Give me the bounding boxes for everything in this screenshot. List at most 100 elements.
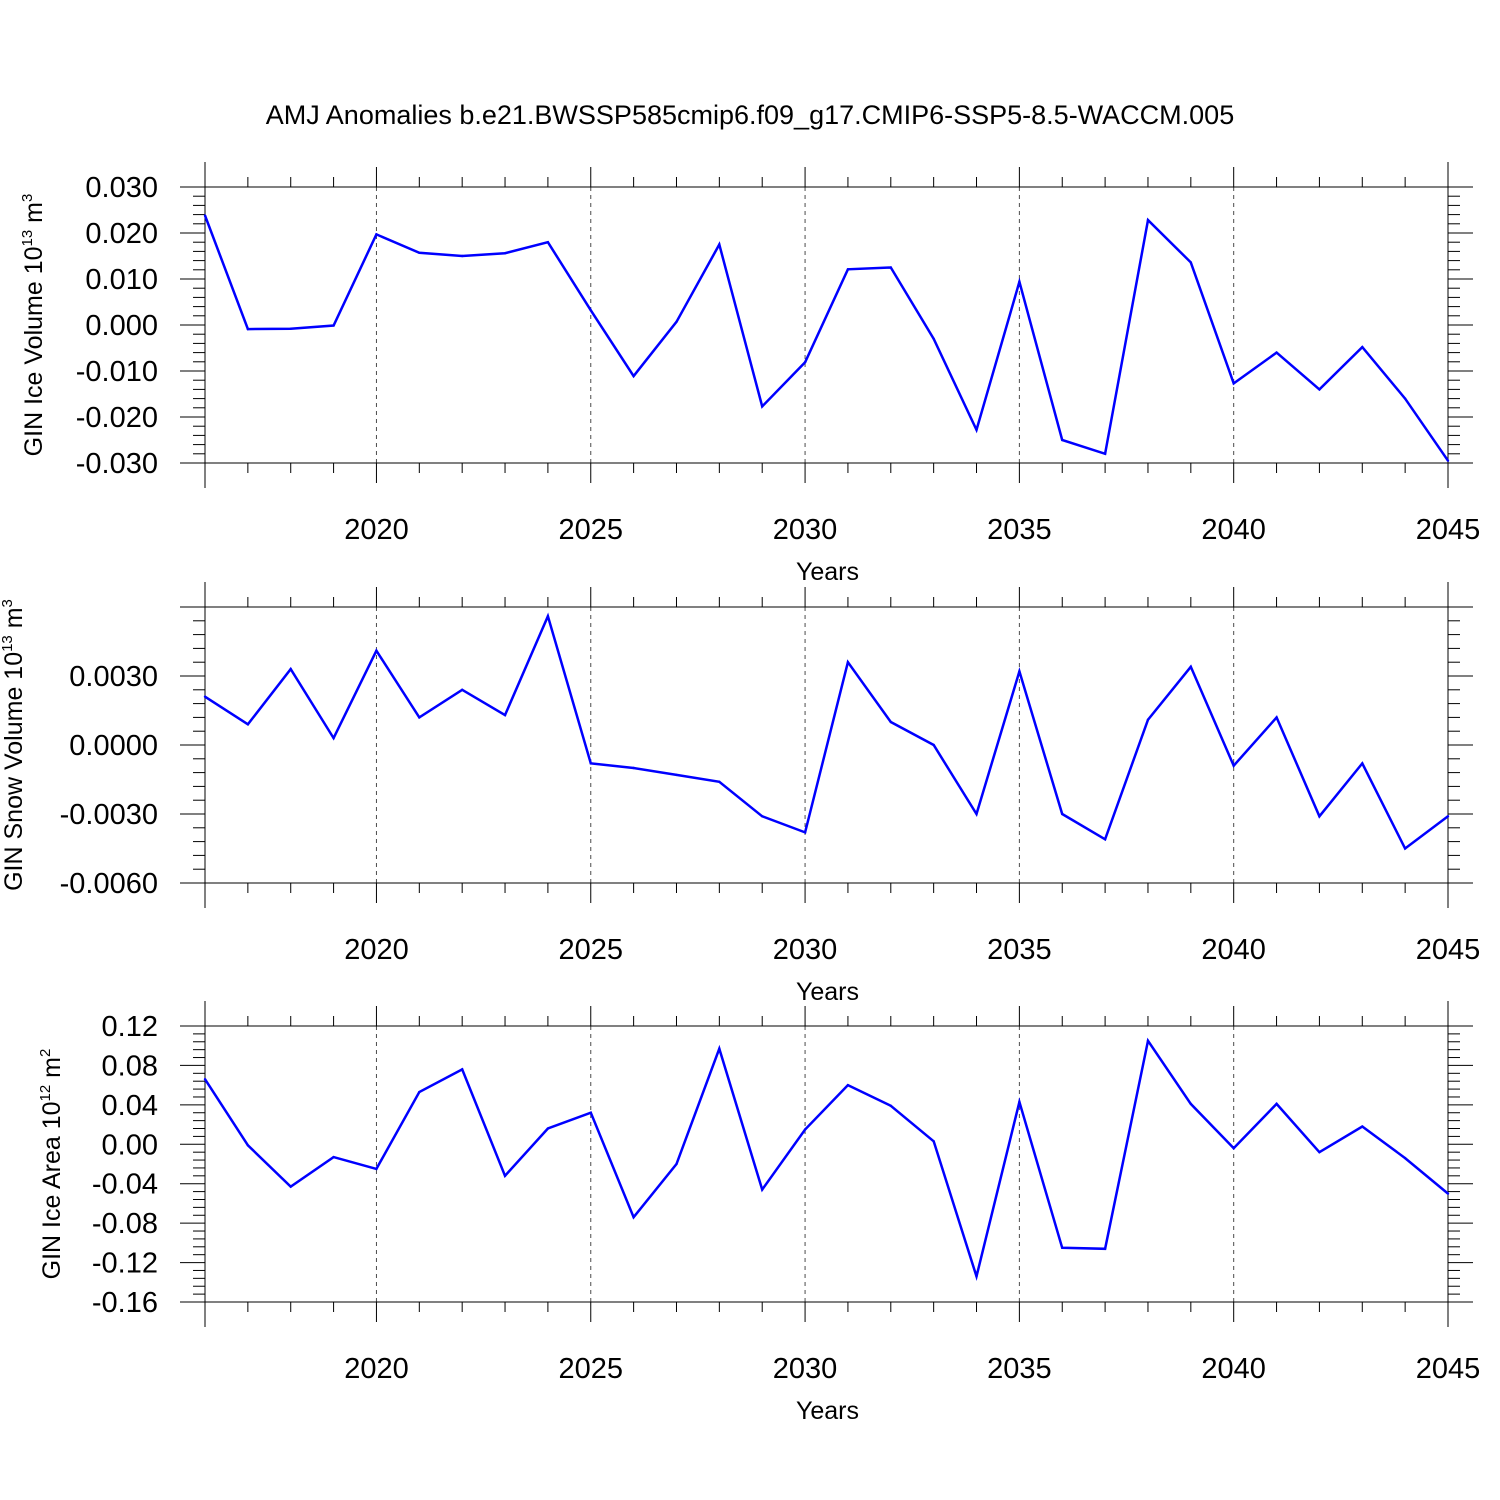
y-tick-label: -0.030 (76, 448, 158, 480)
data-point (546, 241, 550, 244)
data-point (1061, 1246, 1064, 1249)
data-point (1232, 764, 1235, 767)
data-point (1446, 1192, 1450, 1195)
data-point (503, 713, 507, 717)
panel-1: 0.030 0.020 0.010 0.000 -0.010 -0.020 -0.030 20… (19, 162, 1480, 586)
data-point (803, 1128, 807, 1131)
data-point (1103, 838, 1107, 841)
x-axis-label: Years (796, 1397, 859, 1425)
x-tick-label: 2025 (559, 1353, 624, 1385)
data-point (460, 688, 464, 691)
data-point (246, 1144, 250, 1147)
data-point (246, 327, 250, 331)
data-point (1103, 452, 1107, 455)
y-tick-label: 0.000 (85, 310, 158, 342)
data-point (418, 251, 421, 254)
y-tick-label: 0.00 (102, 1129, 158, 1161)
data-point (1146, 718, 1150, 721)
data-point (761, 815, 764, 818)
data-point (1189, 1102, 1193, 1106)
x-tick-label: 2025 (559, 514, 624, 546)
data-point (1189, 665, 1193, 668)
y-tick-label: -0.16 (92, 1287, 158, 1319)
data-point (460, 1068, 464, 1071)
data-point (1189, 261, 1193, 264)
data-point (846, 1083, 850, 1087)
data-point (932, 337, 935, 340)
data-point (1361, 1125, 1364, 1128)
data-point (975, 1275, 978, 1278)
data-point (375, 233, 378, 236)
x-tick-label: 2035 (987, 514, 1052, 546)
data-point (1018, 670, 1021, 673)
data-point (546, 1127, 550, 1130)
data-point (632, 1216, 635, 1219)
x-tick-label: 2025 (559, 934, 624, 966)
x-tick-label: 2040 (1201, 934, 1266, 966)
series-line (203, 1037, 1449, 1282)
data-point (203, 695, 207, 698)
series-line (203, 215, 1450, 462)
y-axis-label: GIN Snow Volume 1013 m3 (0, 599, 28, 891)
y-tick-label: 0.0000 (69, 730, 158, 762)
data-point (803, 831, 807, 834)
data-point (932, 1140, 935, 1143)
data-point (289, 327, 292, 330)
figure-title: AMJ Anomalies b.e21.BWSSP585cmip6.f09_g1… (266, 100, 1234, 130)
data-point (375, 1167, 378, 1171)
panel-2: 0.0030 0.0000 -0.0030 -0.0060 2020 2025 2030 20… (0, 582, 1480, 1006)
data-point (1018, 280, 1021, 283)
x-axis-label: Years (796, 558, 859, 586)
data-point (1275, 1102, 1278, 1106)
data-point (889, 1104, 892, 1108)
data-point (846, 661, 850, 664)
y-tick-label: 0.030 (85, 172, 158, 204)
data-point (675, 320, 678, 323)
y-tick-label: -0.04 (92, 1169, 158, 1201)
y-tick-label: -0.08 (92, 1208, 158, 1240)
data-point (1232, 1147, 1235, 1150)
data-point (1403, 397, 1407, 400)
data-point (1318, 388, 1321, 391)
data-point (1232, 382, 1235, 385)
data-point (332, 736, 335, 740)
x-tick-label: 2035 (987, 1353, 1052, 1385)
data-point (503, 252, 507, 255)
y-tick-label: -0.0030 (60, 799, 158, 831)
data-point (418, 1090, 421, 1094)
data-point (1018, 1100, 1021, 1104)
x-tick-label: 2030 (773, 934, 838, 966)
x-tick-label: 2040 (1201, 1353, 1266, 1385)
data-point (675, 1162, 678, 1166)
series-line (204, 612, 1449, 851)
data-point (460, 254, 464, 258)
data-point (1146, 218, 1150, 222)
y-axis-label: GIN Ice Area 1012 m2 (37, 1049, 66, 1280)
data-point (975, 428, 978, 432)
data-point (1361, 762, 1364, 765)
data-point (932, 743, 935, 747)
data-point (1275, 351, 1278, 354)
data-point (975, 812, 978, 816)
x-tick-label: 2040 (1201, 514, 1266, 546)
y-tick-label: 0.12 (102, 1011, 158, 1043)
y-tick-label: -0.12 (92, 1248, 158, 1280)
x-tick-label: 2020 (344, 514, 409, 546)
data-point (1403, 847, 1407, 850)
data-point (589, 762, 592, 765)
panels: 0.030 0.020 0.010 0.000 -0.010 -0.020 -0.030 20… (0, 162, 1480, 1425)
y-tick-label: -0.020 (76, 402, 158, 434)
data-point (718, 243, 721, 246)
data-point (889, 720, 892, 724)
data-point (803, 361, 807, 364)
data-point (289, 667, 292, 671)
y-tick-label: 0.020 (85, 218, 158, 250)
data-point (1103, 1247, 1107, 1250)
y-tick-label: -0.010 (76, 356, 158, 388)
x-tick-label: 2035 (987, 934, 1052, 966)
x-tick-label: 2045 (1416, 514, 1481, 546)
x-tick-label: 2020 (344, 934, 409, 966)
data-point (761, 1188, 764, 1191)
data-point (418, 716, 421, 719)
